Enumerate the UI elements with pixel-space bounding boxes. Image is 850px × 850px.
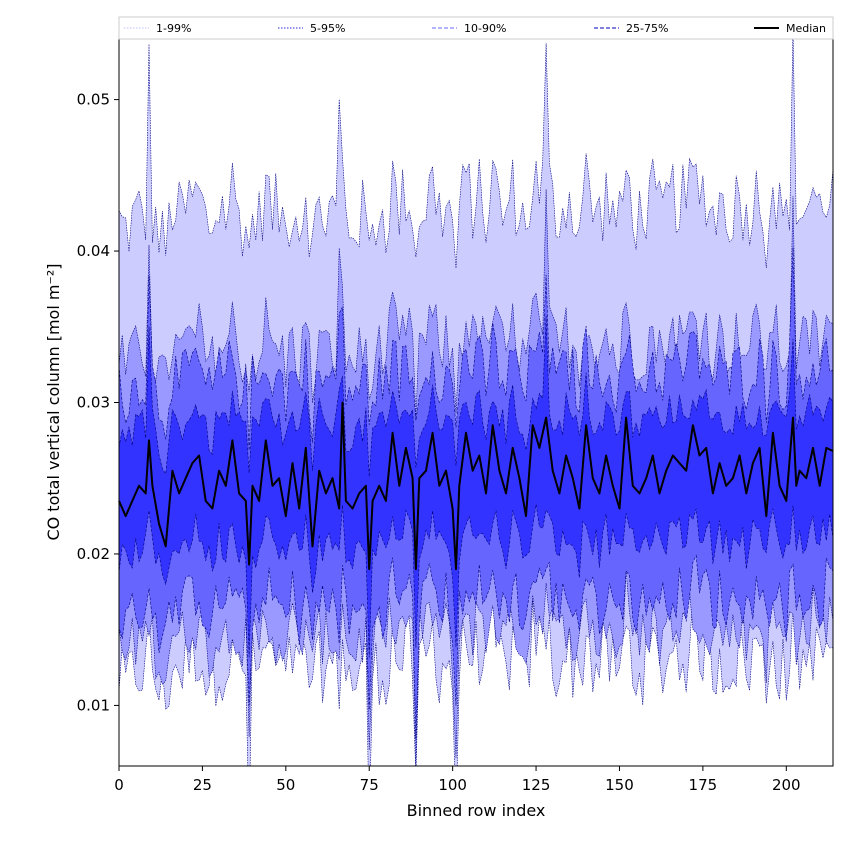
legend-label: Median	[786, 22, 826, 35]
y-tick-label: 0.01	[77, 696, 110, 714]
y-tick-label: 0.02	[77, 545, 110, 563]
median-line	[118, 401, 834, 571]
x-tick-label: 100	[438, 776, 467, 794]
y-axis: 0.01 0.02 0.03 0.04 0.05	[77, 91, 119, 714]
legend-label: 25-75%	[626, 22, 668, 35]
band-25-75%	[119, 315, 833, 658]
legend-box	[118, 16, 834, 40]
legend-label: 10-90%	[464, 22, 506, 35]
x-tick-label: 125	[522, 776, 551, 794]
percentile-bands	[119, 39, 833, 766]
y-axis-label: CO total vertical column [mol m⁻²]	[44, 263, 63, 540]
legend-label: 5-95%	[310, 22, 345, 35]
median-series	[118, 401, 834, 571]
x-tick-label: 150	[605, 776, 634, 794]
legend-label: 1-99%	[156, 22, 191, 35]
x-tick-label: 200	[772, 776, 801, 794]
legend: 1-99% 5-95% 10-90% 25-75% Median	[118, 16, 834, 40]
y-tick-label: 0.03	[77, 394, 110, 412]
y-tick-label: 0.05	[77, 91, 110, 109]
x-tick-label: 50	[276, 776, 295, 794]
x-tick-label: 75	[360, 776, 379, 794]
x-tick-label: 0	[114, 776, 124, 794]
y-tick-label: 0.04	[77, 242, 110, 260]
x-tick-label: 25	[193, 776, 212, 794]
x-tick-label: 175	[689, 776, 718, 794]
x-axis: 0 25 50 75 100 125 150 175 200	[114, 766, 801, 794]
x-axis-label: Binned row index	[407, 801, 546, 820]
